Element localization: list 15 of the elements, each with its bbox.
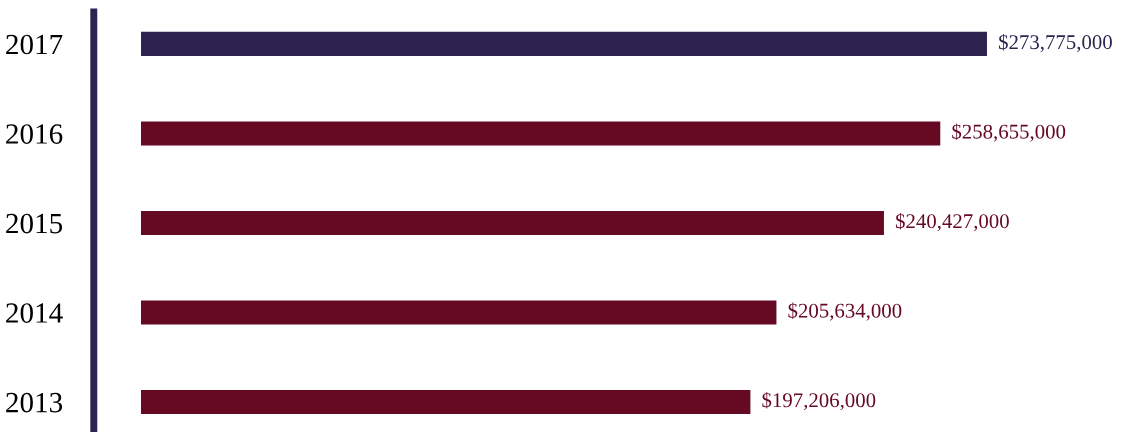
bar bbox=[141, 389, 751, 415]
bar bbox=[141, 31, 987, 57]
data-label: $205,634,000 bbox=[788, 302, 902, 321]
y-tick-label: 2014 bbox=[6, 303, 63, 323]
data-label: $240,427,000 bbox=[895, 212, 1009, 232]
data-label: $258,655,000 bbox=[952, 123, 1066, 142]
bar bbox=[141, 300, 777, 325]
bar bbox=[141, 210, 884, 236]
y-tick-label: 2015 bbox=[6, 213, 63, 234]
data-label: $197,206,000 bbox=[762, 391, 876, 411]
y-tick-label: 2013 bbox=[6, 392, 63, 413]
y-tick-label: 2017 bbox=[6, 34, 63, 55]
bar bbox=[141, 121, 941, 146]
y-tick-label: 2016 bbox=[6, 124, 63, 144]
data-label: $273,775,000 bbox=[999, 33, 1112, 53]
